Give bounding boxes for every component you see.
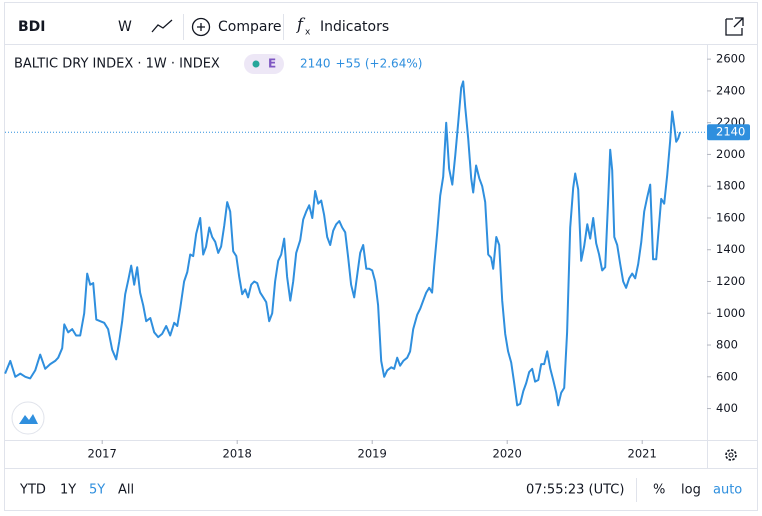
settings-icon[interactable] — [725, 449, 737, 461]
compare-button[interactable]: Compare — [218, 19, 282, 35]
y-tick-label: 2400 — [716, 83, 745, 97]
range-button[interactable]: 1Y — [60, 483, 76, 498]
logo-icon — [19, 414, 38, 424]
x-tick-label: 2021 — [628, 447, 657, 461]
settings-icon-center — [728, 452, 734, 458]
y-tick-label: 1200 — [716, 274, 745, 288]
y-tick-label: 1800 — [716, 179, 745, 193]
y-tick-label: 1400 — [716, 242, 745, 256]
range-button[interactable]: YTD — [19, 483, 46, 498]
y-tick-label: 600 — [716, 369, 738, 383]
range-button[interactable]: 5Y — [89, 483, 105, 498]
badge: E — [268, 57, 276, 71]
legend-change: +55 — [336, 57, 361, 71]
indicators-button[interactable]: Indicators — [320, 19, 389, 35]
symbol[interactable]: BDI — [18, 19, 46, 35]
auto-toggle[interactable]: auto — [713, 483, 742, 498]
interval[interactable]: W — [118, 19, 132, 35]
y-tick-label: 400 — [716, 401, 738, 415]
y-tick-label: 800 — [716, 338, 738, 352]
indicators-icon-sub: x — [305, 28, 311, 38]
log-toggle[interactable]: log — [681, 483, 701, 498]
legend-last: 2140 — [300, 57, 331, 71]
legend-change-percent: (+2.64%) — [365, 57, 423, 71]
x-tick-label: 2018 — [223, 447, 252, 461]
price-line — [4, 80, 682, 407]
y-tick-label: 2600 — [716, 52, 745, 66]
last-price-marker — [707, 124, 750, 141]
x-tick-label: 2017 — [88, 447, 117, 461]
y-tick-label: 1600 — [716, 210, 745, 224]
x-tick-label: 2020 — [493, 447, 522, 461]
widget-border — [4, 2, 758, 511]
last-price-label: 2140 — [716, 125, 745, 139]
indicators-icon[interactable]: f — [296, 15, 306, 34]
fullscreen-icon[interactable] — [725, 17, 744, 36]
legend-title: BALTIC DRY INDEX · 1W · INDEX — [14, 57, 220, 72]
chart-style-icon[interactable] — [151, 19, 173, 33]
x-tick-label: 2019 — [358, 447, 387, 461]
logo-button[interactable] — [11, 401, 45, 435]
y-tick-label: 2000 — [716, 147, 745, 161]
range-button[interactable]: All — [118, 483, 134, 498]
market-status-dot — [252, 60, 260, 68]
legend-value: 2140 +55 (+2.64%) — [300, 57, 422, 71]
percent-toggle[interactable]: % — [653, 483, 665, 498]
clock: 07:55:23 (UTC) — [526, 483, 624, 498]
badge-bg — [244, 54, 284, 74]
compare-plus — [197, 23, 205, 31]
y-tick-label: 1000 — [716, 306, 745, 320]
compare-icon[interactable] — [191, 17, 211, 37]
